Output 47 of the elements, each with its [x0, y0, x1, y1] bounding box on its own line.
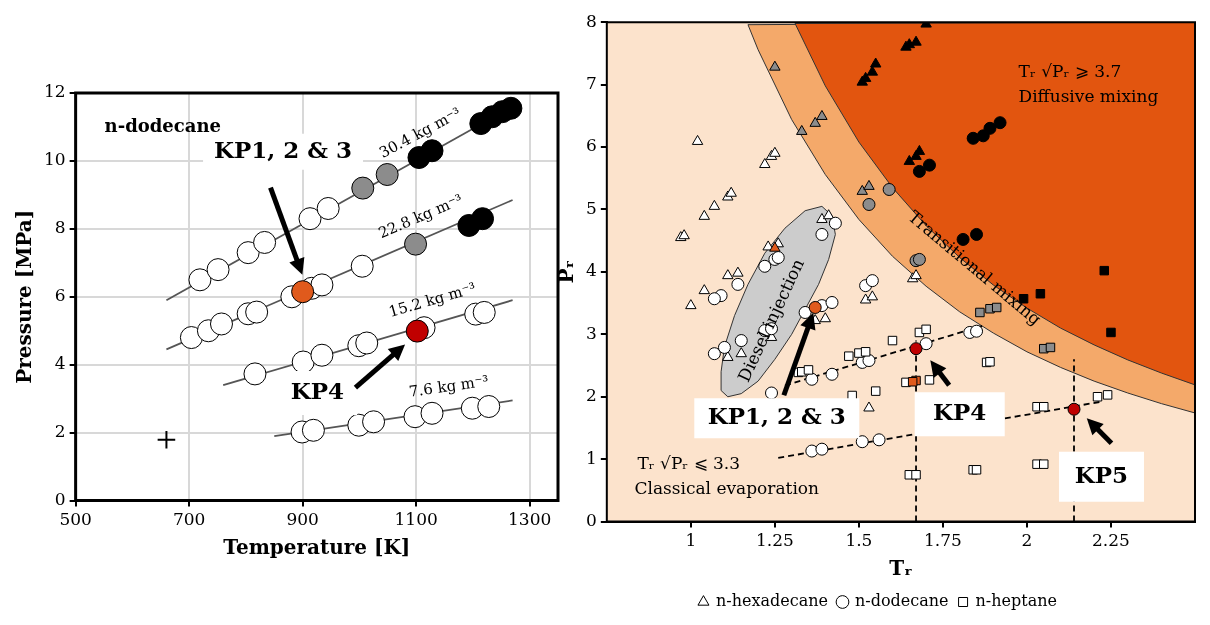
- annotation: 15.2 kg m⁻³: [386, 278, 478, 321]
- x-tick-label: 700: [172, 509, 206, 530]
- x-tick-label: 1.75: [923, 530, 962, 551]
- annotation: KP4: [933, 398, 987, 426]
- legend-label: n-heptane: [975, 591, 1058, 611]
- annotation: Classical evaporation: [634, 477, 820, 498]
- annotation: KP1, 2 & 3: [707, 402, 846, 430]
- y-tick-label: 8: [54, 217, 66, 238]
- y-tick-label: 6: [54, 285, 66, 306]
- x-tick-label: 1.25: [755, 530, 794, 551]
- x-tick-label: 1100: [394, 509, 438, 530]
- annotation: Tᵣ √Pᵣ ⩽ 3.3: [637, 453, 741, 474]
- annotation: 30.4 kg m⁻³: [376, 103, 464, 162]
- annotation: 7.6 kg m⁻³: [407, 371, 490, 401]
- legend-label: n-hexadecane: [715, 591, 828, 611]
- y-tick-label: 6: [585, 135, 597, 156]
- legend-label: n-dodecane: [855, 591, 949, 611]
- x-tick-label: 1300: [507, 509, 552, 530]
- x-axis-title: Tᵣ: [889, 556, 913, 581]
- y-axis-title: Pressure [MPa]: [12, 209, 37, 384]
- y-tick-label: 5: [585, 197, 597, 218]
- y-tick-label: 4: [54, 353, 66, 374]
- x-tick-label: 2.25: [1092, 530, 1130, 551]
- x-tick-label: 900: [286, 509, 319, 530]
- annotation: Diffusive mixing: [1018, 85, 1159, 106]
- x-tick-label: 1.5: [845, 530, 873, 551]
- annotation: KP1, 2 & 3: [214, 135, 353, 163]
- annotation: 22.8 kg m⁻³: [375, 190, 466, 243]
- y-tick-label: 1: [585, 447, 597, 468]
- y-tick-label: 12: [43, 81, 66, 102]
- annotation: KP5: [1074, 460, 1129, 488]
- x-tick-label: 2: [1021, 530, 1033, 551]
- y-tick-label: 3: [585, 322, 597, 343]
- y-tick-label: 2: [585, 385, 597, 406]
- y-tick-label: 2: [54, 421, 66, 442]
- y-tick-label: 0: [585, 510, 597, 531]
- annotation: KP4: [290, 376, 344, 404]
- y-tick-label: 7: [585, 73, 597, 94]
- x-axis-title: Temperature [K]: [223, 535, 411, 560]
- x-tick-label: 500: [59, 509, 92, 530]
- y-tick-label: 8: [585, 10, 597, 31]
- annotation: n-dodecane: [104, 115, 221, 137]
- y-tick-label: 4: [585, 260, 597, 281]
- x-tick-label: 1: [685, 530, 697, 551]
- y-tick-label: 0: [54, 489, 66, 510]
- y-tick-label: 10: [43, 149, 66, 170]
- annotation: Tᵣ √Pᵣ ⩾ 3.7: [1018, 60, 1122, 81]
